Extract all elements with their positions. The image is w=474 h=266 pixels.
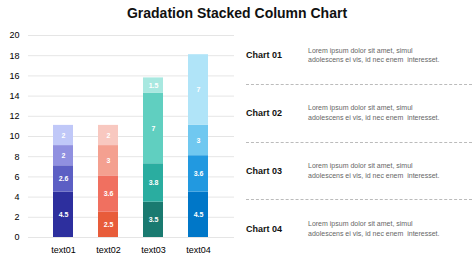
html-text:Lorem ipsum dolor sit amet, si: Lorem ipsum dolor sit amet, simul adoles… <box>308 162 440 179</box>
svg-text:7: 7 <box>197 86 201 93</box>
svg-text:2: 2 <box>14 212 19 222</box>
svg-text:3: 3 <box>107 157 111 164</box>
svg-text:3.5: 3.5 <box>149 216 159 223</box>
html-text:Chart 02: Chart 02 <box>246 108 282 119</box>
svg-text:16: 16 <box>9 71 19 81</box>
svg-text:14: 14 <box>9 91 19 101</box>
svg-text:18: 18 <box>9 51 19 61</box>
svg-text:3.6: 3.6 <box>194 170 204 177</box>
svg-text:7: 7 <box>152 125 156 132</box>
svg-text:3.8: 3.8 <box>149 179 159 186</box>
svg-text:text04: text04 <box>186 245 211 255</box>
svg-text:8: 8 <box>14 152 19 162</box>
svg-text:text02: text02 <box>96 245 121 255</box>
svg-text:text01: text01 <box>51 245 76 255</box>
svg-text:2.6: 2.6 <box>59 175 69 182</box>
svg-text:2: 2 <box>62 152 66 159</box>
svg-text:0: 0 <box>14 232 19 242</box>
html-text:Chart 04: Chart 04 <box>246 223 282 234</box>
html-text:Lorem ipsum dolor sit amet, si: Lorem ipsum dolor sit amet, simul adoles… <box>308 219 440 237</box>
html-text:Chart 01: Chart 01 <box>246 50 282 61</box>
svg-text:2.5: 2.5 <box>104 221 114 228</box>
svg-text:3: 3 <box>197 137 201 144</box>
svg-text:1.5: 1.5 <box>149 82 159 89</box>
svg-text:20: 20 <box>9 30 19 40</box>
svg-text:4: 4 <box>14 192 19 202</box>
html-text:Lorem ipsum dolor sit amet, si: Lorem ipsum dolor sit amet, simul adoles… <box>308 46 440 64</box>
svg-text:3.6: 3.6 <box>104 190 114 197</box>
svg-text:text03: text03 <box>141 245 166 255</box>
svg-text:4.5: 4.5 <box>59 211 69 218</box>
html-text:Gradation Stacked Column Chart: Gradation Stacked Column Chart <box>126 5 348 21</box>
svg-text:10: 10 <box>9 131 19 141</box>
svg-text:6: 6 <box>14 172 19 182</box>
svg-text:2: 2 <box>62 132 66 139</box>
svg-text:12: 12 <box>9 111 19 121</box>
svg-text:2: 2 <box>107 132 111 139</box>
html-text:Chart 03: Chart 03 <box>246 165 282 176</box>
html-text:Lorem ipsum dolor sit amet, si: Lorem ipsum dolor sit amet, simul adoles… <box>308 104 440 122</box>
svg-text:4.5: 4.5 <box>194 211 204 218</box>
